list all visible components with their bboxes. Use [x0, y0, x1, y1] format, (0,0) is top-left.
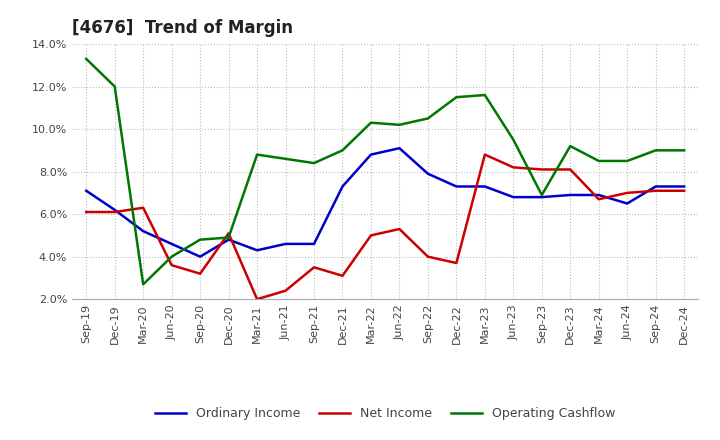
- Net Income: [82, 209, 91, 215]
- Net Income: [623, 190, 631, 195]
- Ordinary Income: [82, 188, 91, 194]
- Ordinary Income: [537, 194, 546, 200]
- Ordinary Income: [253, 248, 261, 253]
- Net Income: [452, 260, 461, 266]
- Operating Cashflow: [167, 254, 176, 259]
- Ordinary Income: [595, 192, 603, 198]
- Net Income: [167, 263, 176, 268]
- Operating Cashflow: [196, 237, 204, 242]
- Ordinary Income: [623, 201, 631, 206]
- Net Income: [537, 167, 546, 172]
- Ordinary Income: [480, 184, 489, 189]
- Operating Cashflow: [282, 156, 290, 161]
- Line: Operating Cashflow: Operating Cashflow: [86, 59, 684, 284]
- Net Income: [680, 188, 688, 194]
- Ordinary Income: [225, 237, 233, 242]
- Operating Cashflow: [338, 148, 347, 153]
- Net Income: [310, 265, 318, 270]
- Ordinary Income: [652, 184, 660, 189]
- Operating Cashflow: [480, 92, 489, 98]
- Net Income: [595, 197, 603, 202]
- Operating Cashflow: [652, 148, 660, 153]
- Net Income: [253, 297, 261, 302]
- Ordinary Income: [509, 194, 518, 200]
- Operating Cashflow: [139, 282, 148, 287]
- Operating Cashflow: [366, 120, 375, 125]
- Operating Cashflow: [595, 158, 603, 164]
- Operating Cashflow: [110, 84, 119, 89]
- Ordinary Income: [423, 171, 432, 176]
- Net Income: [225, 231, 233, 236]
- Ordinary Income: [366, 152, 375, 157]
- Operating Cashflow: [680, 148, 688, 153]
- Operating Cashflow: [623, 158, 631, 164]
- Operating Cashflow: [423, 116, 432, 121]
- Net Income: [566, 167, 575, 172]
- Ordinary Income: [310, 241, 318, 246]
- Net Income: [423, 254, 432, 259]
- Net Income: [282, 288, 290, 293]
- Ordinary Income: [338, 184, 347, 189]
- Ordinary Income: [566, 192, 575, 198]
- Ordinary Income: [167, 241, 176, 246]
- Ordinary Income: [680, 184, 688, 189]
- Ordinary Income: [452, 184, 461, 189]
- Net Income: [652, 188, 660, 194]
- Ordinary Income: [110, 207, 119, 213]
- Operating Cashflow: [253, 152, 261, 157]
- Net Income: [509, 165, 518, 170]
- Net Income: [395, 226, 404, 231]
- Ordinary Income: [196, 254, 204, 259]
- Net Income: [196, 271, 204, 276]
- Ordinary Income: [139, 228, 148, 234]
- Operating Cashflow: [452, 95, 461, 100]
- Ordinary Income: [282, 241, 290, 246]
- Net Income: [139, 205, 148, 210]
- Line: Ordinary Income: Ordinary Income: [86, 148, 684, 257]
- Legend: Ordinary Income, Net Income, Operating Cashflow: Ordinary Income, Net Income, Operating C…: [150, 403, 621, 425]
- Net Income: [480, 152, 489, 157]
- Operating Cashflow: [225, 235, 233, 240]
- Operating Cashflow: [566, 143, 575, 149]
- Operating Cashflow: [310, 161, 318, 166]
- Net Income: [338, 273, 347, 279]
- Operating Cashflow: [395, 122, 404, 128]
- Operating Cashflow: [537, 192, 546, 198]
- Ordinary Income: [395, 146, 404, 151]
- Operating Cashflow: [82, 56, 91, 62]
- Text: [4676]  Trend of Margin: [4676] Trend of Margin: [72, 19, 293, 37]
- Net Income: [110, 209, 119, 215]
- Net Income: [366, 233, 375, 238]
- Operating Cashflow: [509, 137, 518, 143]
- Line: Net Income: Net Income: [86, 154, 684, 299]
